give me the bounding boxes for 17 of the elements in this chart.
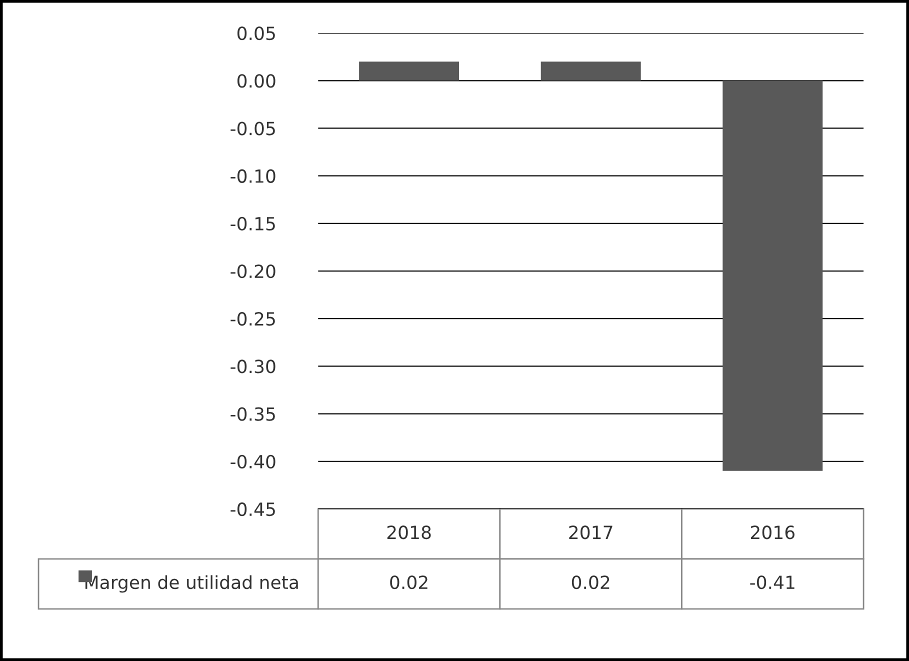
y-tick-label: -0.45: [230, 502, 275, 516]
y-tick-label: -0.10: [230, 169, 276, 183]
y-tick-label: -0.15: [230, 216, 275, 231]
x-tick-label: 2018: [387, 526, 431, 540]
y-tick-label: 0.05: [237, 26, 275, 40]
y-tick-label: -0.20: [230, 264, 276, 278]
y-tick-label: -0.25: [230, 312, 275, 326]
x-tick-label: 2016: [750, 526, 794, 540]
y-tick-label: -0.40: [230, 454, 276, 468]
y-tick-label: -0.35: [230, 407, 275, 421]
data-label: 0.02: [390, 576, 428, 590]
y-tick-label: -0.30: [230, 360, 276, 374]
y-tick-label: 0.00: [237, 74, 276, 88]
x-tick-label: 2017: [569, 526, 612, 540]
data-label: -0.41: [750, 576, 794, 590]
y-tick-label: -0.05: [230, 122, 275, 136]
data-label: 0.02: [572, 576, 610, 590]
